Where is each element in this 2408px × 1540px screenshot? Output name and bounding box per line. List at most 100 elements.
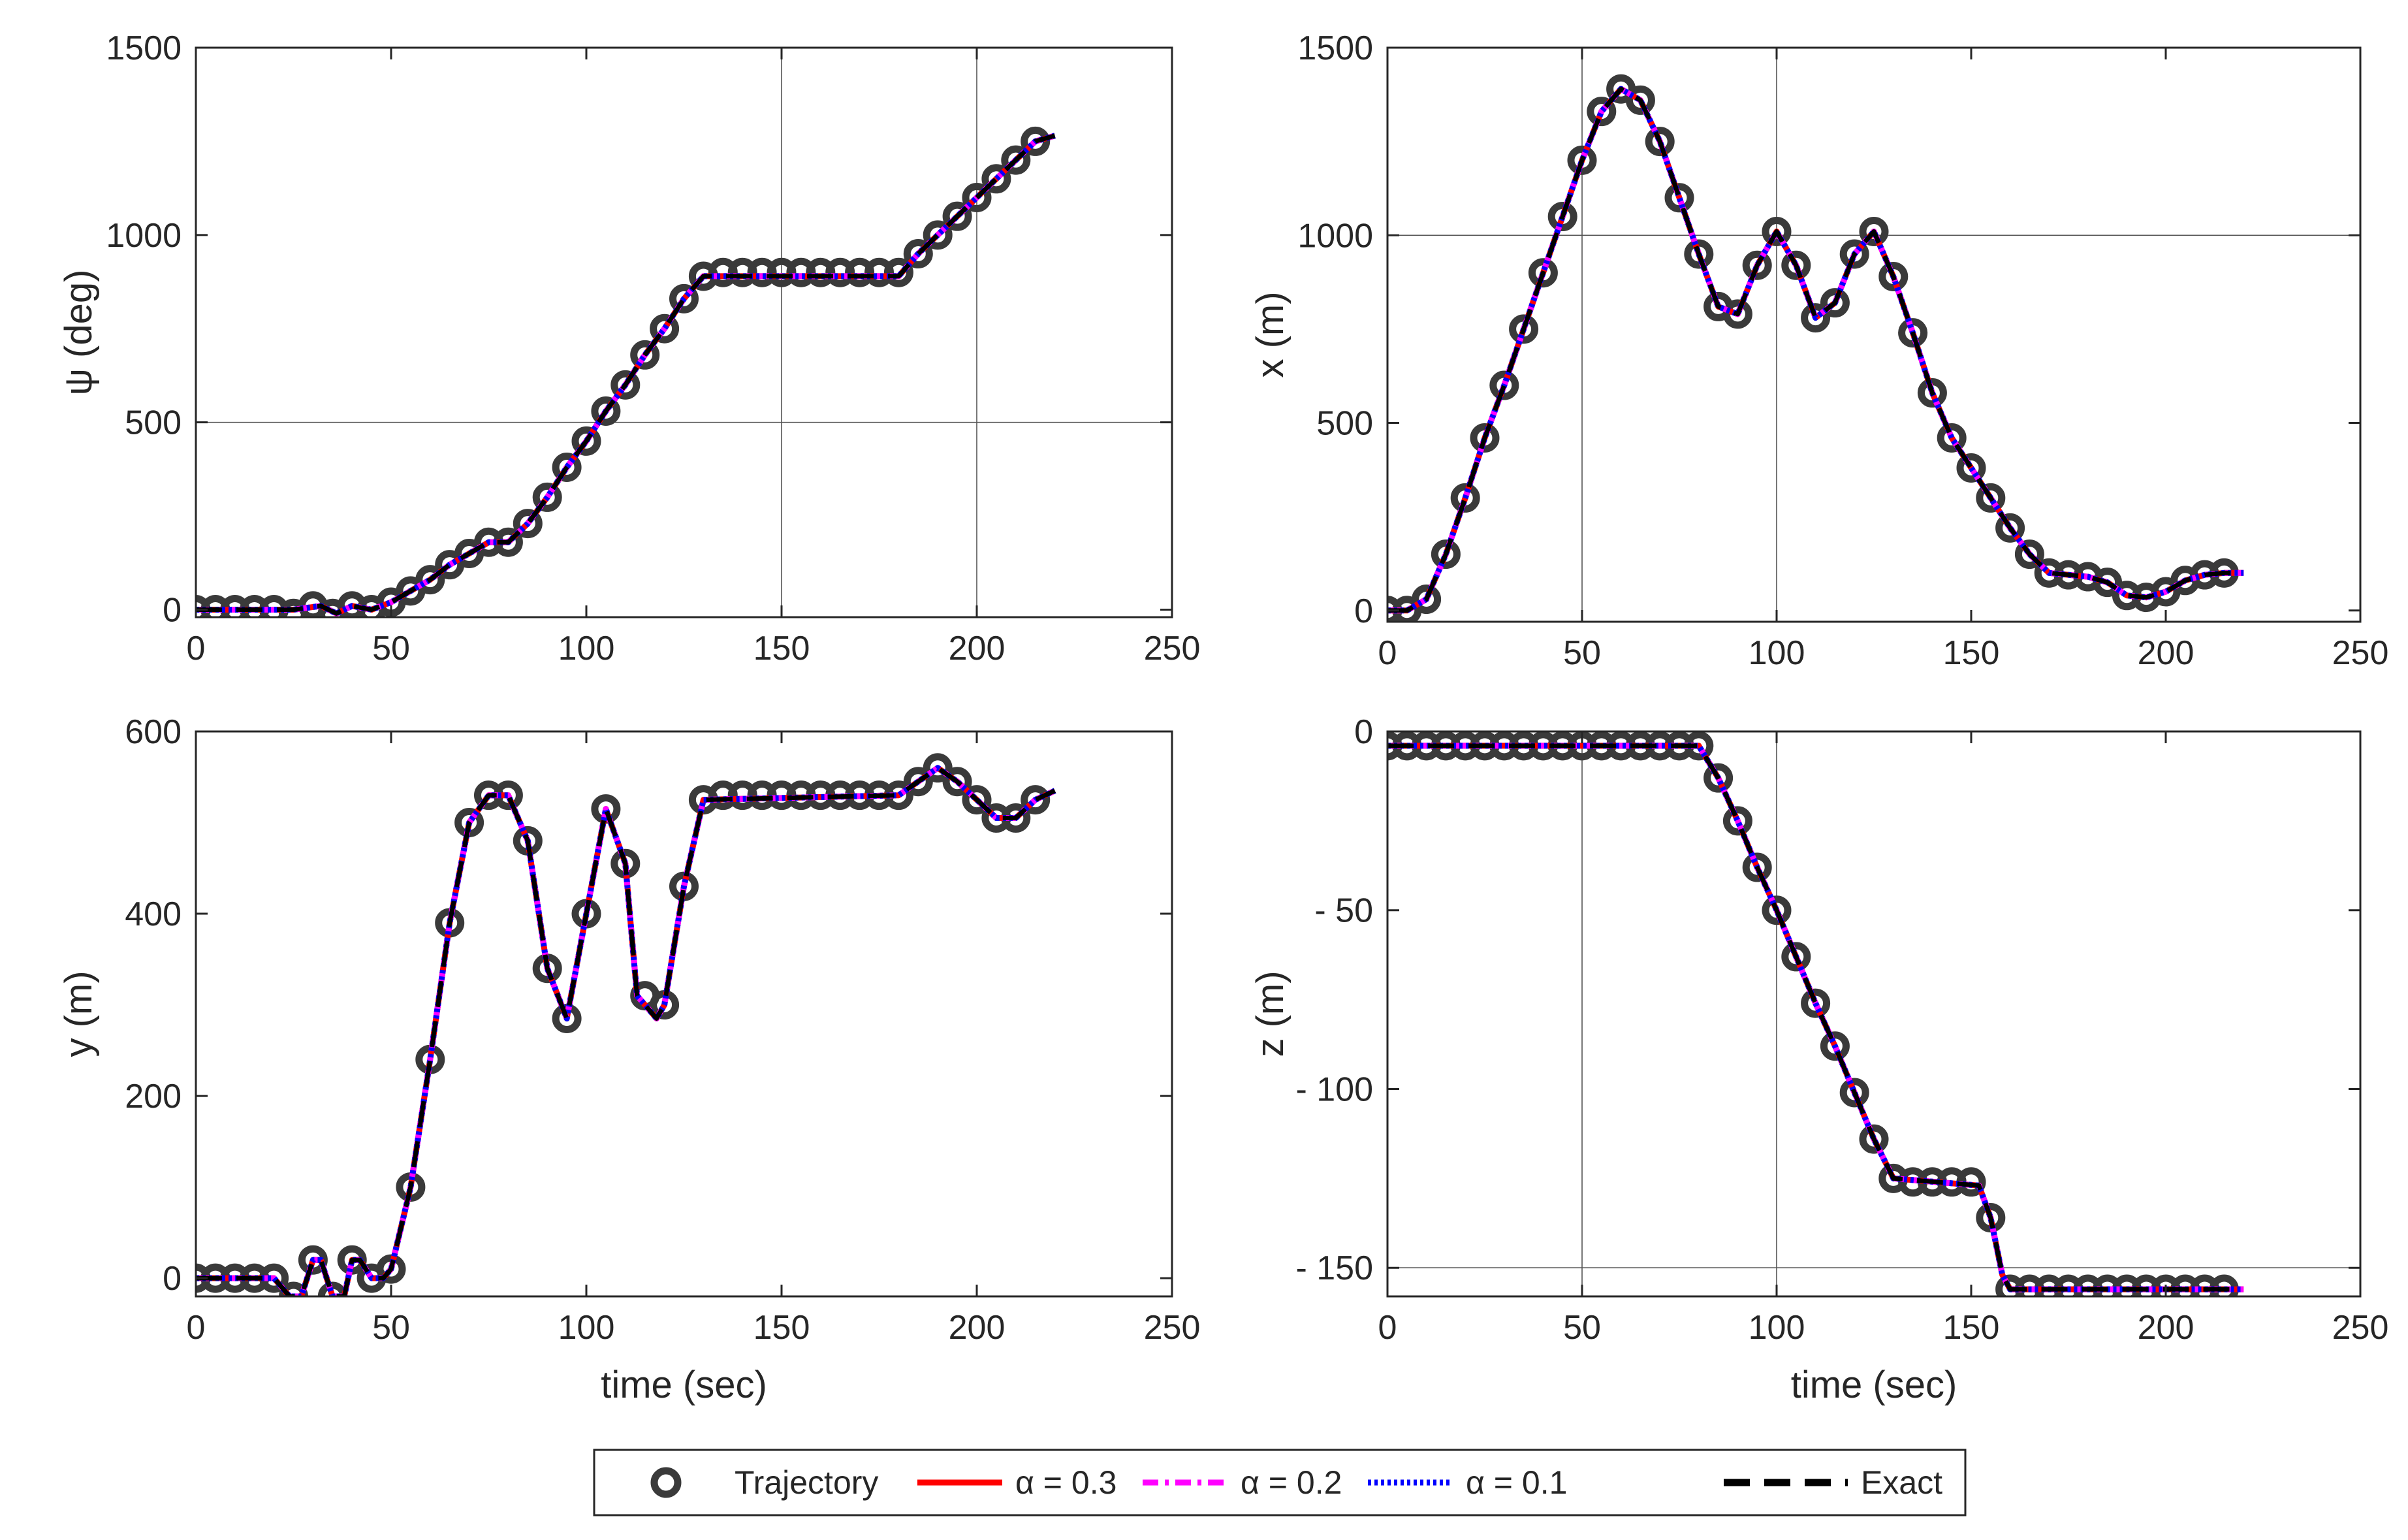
x-tick-label: 0 bbox=[1378, 1309, 1397, 1347]
trajectory-marker bbox=[1917, 378, 1947, 408]
y-tick-label: 500 bbox=[1316, 405, 1373, 443]
axes-frame-x bbox=[1386, 46, 2362, 623]
trajectory-marker bbox=[1859, 1124, 1889, 1154]
x-tick-label: 250 bbox=[1144, 630, 1201, 667]
x-tick-label: 150 bbox=[753, 630, 810, 667]
x-tick-label: 250 bbox=[1144, 1309, 1201, 1347]
plot-area-z bbox=[1387, 731, 2360, 1296]
legend-label-trajectory: Trajectory bbox=[735, 1464, 878, 1501]
series-trajectory-x bbox=[1387, 74, 2239, 622]
trajectory-marker bbox=[1937, 423, 1967, 453]
x-tick-label: 50 bbox=[372, 630, 410, 667]
y-tick-label: - 150 bbox=[1295, 1249, 1373, 1287]
axes-frame-z bbox=[1386, 730, 2362, 1298]
series-exact-y bbox=[196, 765, 1056, 1296]
trajectory-marker bbox=[1528, 258, 1558, 288]
trajectory-marker bbox=[962, 182, 992, 212]
subplot-z: 0 50 100 150 200 250 0 - 50 - 100 - 150 z (m) time … bbox=[1249, 713, 2388, 1406]
data-area-psi bbox=[196, 126, 1056, 617]
plot-area-psi bbox=[196, 48, 1172, 617]
trajectory-marker bbox=[1801, 303, 1831, 333]
subplot-y: 0 50 100 150 200 250 0 200 400 600 y (m) time (sec) bbox=[57, 713, 1200, 1406]
data-area-z bbox=[1387, 731, 2244, 1296]
trajectory-marker bbox=[1801, 988, 1831, 1018]
data-area-y bbox=[196, 753, 1056, 1296]
x-tick-label: 0 bbox=[187, 1309, 206, 1347]
trajectory-marker bbox=[1820, 1031, 1850, 1061]
x-tick-label: 150 bbox=[753, 1309, 810, 1347]
trajectory-marker bbox=[1781, 942, 1811, 972]
trajectory-marker bbox=[1703, 763, 1734, 793]
trajectory-marker bbox=[923, 220, 953, 250]
x-tick-label: 100 bbox=[1749, 634, 1805, 672]
trajectory-marker bbox=[317, 1281, 347, 1296]
trajectory-marker bbox=[903, 767, 933, 797]
y-tick-label: 600 bbox=[125, 713, 182, 751]
legend: Trajectory α = 0.3 α = 0.2 α = 0.1 Exact bbox=[593, 1449, 1967, 1516]
series-exact-psi bbox=[196, 133, 1056, 616]
x-tick-label: 200 bbox=[949, 1309, 1006, 1347]
trajectory-marker bbox=[1412, 585, 1442, 615]
x-axis-label: time (sec) bbox=[601, 1364, 767, 1406]
trajectory-marker bbox=[1567, 145, 1597, 175]
trajectory-marker bbox=[903, 239, 933, 269]
plot-area-x bbox=[1387, 48, 2360, 622]
x-tick-label: 200 bbox=[2138, 1309, 2194, 1347]
trajectory-marker bbox=[1547, 202, 1577, 232]
axes-frame-y bbox=[195, 730, 1173, 1298]
trajectory-marker bbox=[942, 767, 972, 797]
trajectory-marker bbox=[1781, 250, 1811, 280]
x-axis-label: time (sec) bbox=[1791, 1364, 1957, 1406]
y-tick-label: - 50 bbox=[1314, 892, 1373, 930]
trajectory-marker bbox=[2093, 568, 2123, 598]
trajectory-marker bbox=[1021, 785, 1051, 815]
trajectory-marker bbox=[1742, 852, 1772, 882]
trajectory-marker bbox=[1898, 318, 1928, 348]
x-tick-label: 150 bbox=[1943, 634, 2000, 672]
trajectory-marker bbox=[669, 283, 699, 313]
trajectory-marker bbox=[1021, 126, 1051, 156]
y-tick-label: - 100 bbox=[1295, 1070, 1373, 1108]
trajectory-marker bbox=[1431, 539, 1461, 569]
y-tick-label: 0 bbox=[163, 1260, 182, 1298]
trajectory-marker bbox=[279, 1281, 308, 1296]
trajectory-marker bbox=[1470, 423, 1500, 453]
trajectory-marker bbox=[1684, 239, 1714, 269]
legend-entry-trajectory: Trajectory bbox=[650, 1464, 878, 1501]
trajectory-marker bbox=[1001, 145, 1031, 175]
trajectory-marker bbox=[650, 313, 680, 344]
y-tick-label: 0 bbox=[1354, 592, 1373, 630]
y-tick-label: 1000 bbox=[106, 217, 182, 255]
trajectory-marker bbox=[1664, 183, 1694, 213]
trajectory-marker bbox=[1762, 217, 1792, 247]
x-tick-label: 50 bbox=[372, 1309, 410, 1347]
trajectory-marker bbox=[571, 426, 601, 456]
data-area-x bbox=[1387, 74, 2244, 622]
trajectory-marker bbox=[298, 1245, 328, 1275]
y-tick-label: 400 bbox=[125, 895, 182, 933]
legend-entry-exact: Exact bbox=[1724, 1464, 1942, 1501]
x-tick-label: 50 bbox=[1563, 634, 1601, 672]
y-tick-label: 0 bbox=[1354, 713, 1373, 751]
trajectory-marker bbox=[630, 340, 660, 370]
subplot-psi: 0 50 100 150 200 250 0 500 1000 1500 ψ (deg) bbox=[57, 29, 1200, 667]
trajectory-marker bbox=[2014, 539, 2044, 569]
trajectory-marker bbox=[552, 453, 582, 483]
y-tick-label: 0 bbox=[163, 592, 182, 630]
y-tick-label: 500 bbox=[125, 404, 182, 442]
y-tick-label: 1500 bbox=[1297, 29, 1373, 67]
legend-label-exact: Exact bbox=[1861, 1464, 1942, 1501]
axes-frame-psi bbox=[195, 46, 1173, 618]
legend-entry-alpha-0-3: α = 0.3 bbox=[917, 1464, 1117, 1501]
legend-label-alpha-0-2: α = 0.2 bbox=[1241, 1464, 1342, 1501]
trajectory-marker bbox=[415, 565, 445, 595]
x-tick-label: 250 bbox=[2332, 634, 2389, 672]
x-tick-label: 100 bbox=[558, 630, 615, 667]
series-alpha-0-2-z bbox=[1387, 743, 2244, 1292]
trajectory-marker bbox=[1645, 127, 1675, 157]
legend-label-alpha-0-3: α = 0.3 bbox=[1015, 1464, 1117, 1501]
x-tick-label: 200 bbox=[2138, 634, 2194, 672]
series-exact-x bbox=[1387, 86, 2244, 613]
trajectory-marker bbox=[1820, 288, 1850, 318]
